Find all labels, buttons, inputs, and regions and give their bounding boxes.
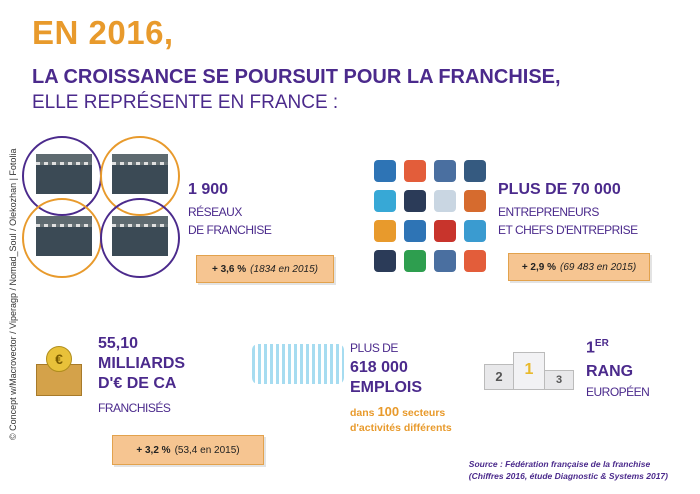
revenue-growth-badge: + 3,2 % (53,4 en 2015) xyxy=(112,435,264,465)
meeting-icon xyxy=(434,250,456,272)
document-icon xyxy=(434,190,456,212)
money-box-icon: € xyxy=(30,344,86,396)
euro-coin-icon: € xyxy=(46,346,72,372)
entrepreneurs-label-1: ENTREPRENEURS xyxy=(498,205,599,219)
revenue-label: FRANCHISÉS xyxy=(98,401,171,415)
person-icon xyxy=(404,160,426,182)
person-icon xyxy=(404,190,426,212)
podium-icon: 2 1 3 xyxy=(484,352,574,390)
shop-front-icon xyxy=(36,154,92,194)
person-icon xyxy=(464,190,486,212)
person-icon xyxy=(464,250,486,272)
person-icon xyxy=(434,160,456,182)
revenue-value: 55,10 xyxy=(98,335,139,352)
entrepreneurs-icons-grid xyxy=(372,158,492,274)
entrepreneurs-label-2: ET CHEFS D'ENTREPRISE xyxy=(498,223,638,237)
podium-third: 3 xyxy=(544,370,574,390)
shop-fronts-illustration xyxy=(22,136,182,278)
entrepreneurs-growth-badge: + 2,9 % (69 483 en 2015) xyxy=(508,253,650,281)
networks-growth-badge: + 3,6 % (1834 en 2015) xyxy=(196,255,334,283)
circle-purple-bottom-right xyxy=(100,198,180,278)
page-subtitle: ELLE REPRÉSENTE EN FRANCE : xyxy=(32,92,339,113)
person-icon xyxy=(404,220,426,242)
shop-front-icon xyxy=(112,216,168,256)
source-line-2: (Chiffres 2016, étude Diagnostic & Syste… xyxy=(468,471,668,481)
photo-credit: © Concept w/Macrovector / Viperagp / Nom… xyxy=(8,148,18,440)
jobs-sectors-line-2: d'activités différents xyxy=(350,422,452,434)
revenue-unit-1: MILLIARDS xyxy=(98,355,186,372)
entrepreneurs-value: PLUS DE 70 000 xyxy=(498,181,621,198)
jobs-value: 618 000 xyxy=(350,359,408,376)
crowd-illustration xyxy=(252,344,344,384)
rank-number: 1 xyxy=(586,339,595,357)
page-title-year: EN 2016, xyxy=(32,14,174,51)
page-title: LA CROISSANCE SE POURSUIT POUR LA FRANCH… xyxy=(32,66,561,88)
shop-front-icon xyxy=(112,154,168,194)
shop-front-icon xyxy=(36,216,92,256)
person-icon xyxy=(464,160,486,182)
rank-value: 1ER xyxy=(586,338,609,357)
person-icon xyxy=(464,220,486,242)
revenue-unit-2: D'€ DE CA xyxy=(98,375,177,392)
rank-label-1: RANG xyxy=(586,363,634,380)
person-icon xyxy=(374,160,396,182)
person-icon xyxy=(404,250,426,272)
cash-register-icon xyxy=(374,250,396,272)
car-icon xyxy=(434,220,456,242)
jobs-sectors-number: 100 xyxy=(377,404,400,419)
networks-previous: (1834 en 2015) xyxy=(250,263,319,275)
source-line-1: Source : Fédération française de la fran… xyxy=(468,459,651,469)
person-icon xyxy=(374,220,396,242)
entrepreneurs-previous: (69 483 en 2015) xyxy=(560,261,637,273)
rank-label-2: EUROPÉEN xyxy=(586,385,650,399)
entrepreneurs-growth: + 2,9 % xyxy=(521,261,557,273)
person-icon xyxy=(374,190,396,212)
podium-first: 1 xyxy=(513,352,545,390)
jobs-sectors-prefix: dans xyxy=(350,407,375,419)
networks-growth: + 3,6 % xyxy=(211,263,247,275)
source-note: Source : Fédération française de la fran… xyxy=(469,458,668,482)
networks-value: 1 900 xyxy=(188,181,229,198)
jobs-sectors: dans 100 secteurs xyxy=(350,404,445,419)
networks-label-1: RÉSEAUX xyxy=(188,205,242,219)
jobs-label: EMPLOIS xyxy=(350,379,423,396)
podium-second: 2 xyxy=(484,364,514,390)
rank-suffix: ER xyxy=(594,338,609,349)
revenue-growth: + 3,2 % xyxy=(136,444,171,456)
revenue-previous: (53,4 en 2015) xyxy=(174,444,240,456)
jobs-sectors-word: secteurs xyxy=(402,407,446,419)
networks-label-2: DE FRANCHISE xyxy=(188,223,272,237)
jobs-prefix: PLUS DE xyxy=(350,341,398,355)
